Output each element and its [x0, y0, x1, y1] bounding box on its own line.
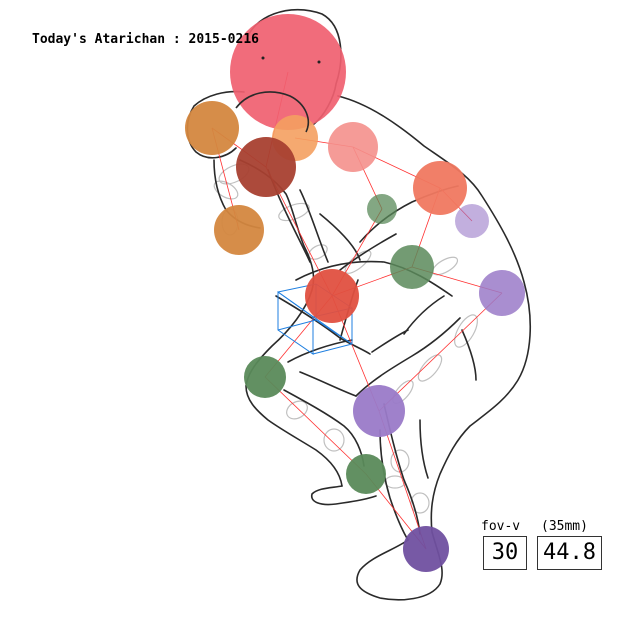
skeleton-bone [378, 292, 503, 412]
reference-bone [431, 256, 459, 276]
fov-value-field[interactable]: 30 [483, 536, 527, 570]
spine-joint[interactable] [305, 269, 359, 323]
reference-bone [213, 180, 239, 200]
fov-label: fov-v [481, 519, 521, 534]
outline-stroke [419, 419, 429, 479]
right-hand-joint[interactable] [185, 101, 239, 155]
outline-stroke [311, 485, 377, 506]
reference-bone [323, 428, 345, 452]
cube-edge [315, 319, 353, 345]
reference-bone [417, 354, 443, 382]
reference-bone [286, 400, 308, 420]
chest-joint[interactable] [236, 137, 296, 197]
left-elbow-joint[interactable] [455, 204, 489, 238]
outline-stroke [239, 159, 343, 487]
outline-stroke [287, 339, 353, 363]
left-knee-joint[interactable] [244, 356, 286, 398]
outline-stroke [403, 295, 445, 335]
reference-bone [454, 314, 478, 348]
right-ankle-joint[interactable] [403, 526, 449, 572]
outline-stroke [379, 429, 409, 541]
outline-stroke [339, 233, 397, 271]
hip-joint[interactable] [390, 245, 434, 289]
left-collar-joint[interactable] [367, 194, 397, 224]
right-knee-joint[interactable] [353, 385, 405, 437]
outline-stroke [371, 329, 409, 353]
torso-joint[interactable] [413, 161, 467, 215]
outline-stroke [337, 95, 531, 601]
left-shoulder-joint[interactable] [328, 122, 378, 172]
head-joint[interactable] [230, 14, 346, 130]
lens-label: (35mm) [541, 519, 588, 534]
body-outline [186, 8, 531, 601]
head-mark [317, 60, 321, 64]
skeleton-bone [264, 376, 367, 475]
joints [185, 14, 525, 572]
outline-stroke [295, 260, 453, 297]
title-text: Today's Atarichan : 2015-0216 [32, 32, 259, 47]
right-forearm-joint[interactable] [214, 205, 264, 255]
hand-outline [235, 91, 310, 133]
outline-stroke [299, 189, 329, 263]
lens-value-field[interactable]: 44.8 [537, 536, 602, 570]
left-ankle-joint[interactable] [346, 454, 386, 494]
reference-bone [410, 492, 430, 514]
head-mark [261, 56, 265, 60]
outline-stroke [355, 317, 461, 397]
outline-stroke [299, 371, 357, 397]
outline-stroke [283, 389, 365, 467]
reference-bone [278, 202, 310, 222]
outline-stroke [461, 329, 477, 381]
left-wrist-joint[interactable] [479, 270, 525, 316]
